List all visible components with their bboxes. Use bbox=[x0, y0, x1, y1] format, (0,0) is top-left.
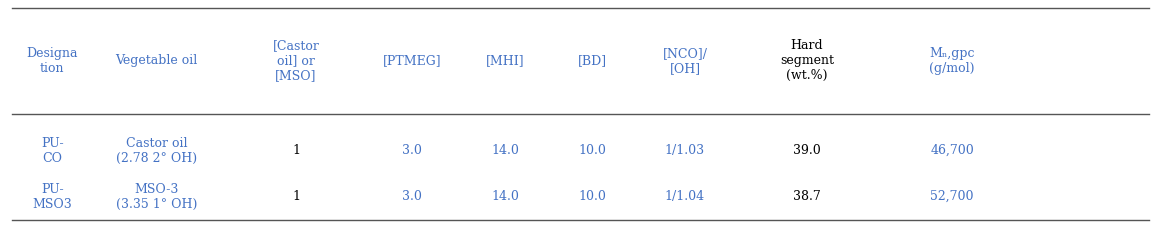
Text: 52,700: 52,700 bbox=[930, 189, 974, 202]
Text: 1/1.03: 1/1.03 bbox=[665, 144, 705, 156]
Text: Castor oil
(2.78 2° OH): Castor oil (2.78 2° OH) bbox=[116, 136, 197, 164]
Text: 38.7: 38.7 bbox=[793, 189, 821, 202]
Text: Hard
segment
(wt.%): Hard segment (wt.%) bbox=[780, 39, 834, 82]
Text: 3.0: 3.0 bbox=[402, 189, 423, 202]
Text: 46,700: 46,700 bbox=[930, 144, 974, 156]
Text: 10.0: 10.0 bbox=[578, 144, 606, 156]
Text: Designa
tion: Designa tion bbox=[27, 47, 78, 75]
Text: PU-
CO: PU- CO bbox=[41, 136, 64, 164]
Text: MSO-3
(3.35 1° OH): MSO-3 (3.35 1° OH) bbox=[116, 182, 197, 210]
Text: PU-
MSO3: PU- MSO3 bbox=[33, 182, 72, 210]
Text: 1: 1 bbox=[293, 189, 300, 202]
Text: 1: 1 bbox=[293, 144, 300, 156]
Text: [BD]: [BD] bbox=[577, 54, 607, 67]
Text: Mₙ,gpc
(g/mol): Mₙ,gpc (g/mol) bbox=[929, 47, 975, 75]
Text: [PTMEG]: [PTMEG] bbox=[383, 54, 441, 67]
Text: [MHI]: [MHI] bbox=[485, 54, 525, 67]
Text: 10.0: 10.0 bbox=[578, 189, 606, 202]
Text: 14.0: 14.0 bbox=[491, 144, 519, 156]
Text: 39.0: 39.0 bbox=[793, 144, 821, 156]
Text: 1/1.04: 1/1.04 bbox=[665, 189, 705, 202]
Text: 3.0: 3.0 bbox=[402, 144, 423, 156]
Text: 14.0: 14.0 bbox=[491, 189, 519, 202]
Text: [Castor
oil] or
[MSO]: [Castor oil] or [MSO] bbox=[273, 39, 319, 82]
Text: [NCO]/
[OH]: [NCO]/ [OH] bbox=[663, 47, 707, 75]
Text: Vegetable oil: Vegetable oil bbox=[116, 54, 197, 67]
